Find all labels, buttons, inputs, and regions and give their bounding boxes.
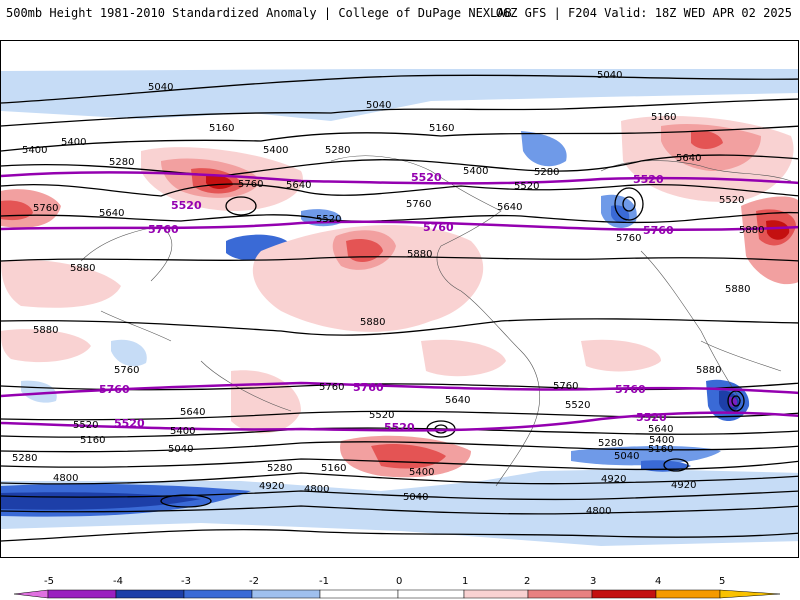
svg-text:4920: 4920	[671, 480, 696, 491]
svg-text:5280: 5280	[12, 453, 37, 464]
svg-text:5760: 5760	[319, 382, 344, 393]
svg-text:1: 1	[462, 576, 468, 587]
svg-text:-1: -1	[319, 576, 329, 587]
svg-text:5280: 5280	[598, 438, 623, 449]
svg-text:4: 4	[655, 576, 661, 587]
svg-text:-2: -2	[249, 576, 259, 587]
svg-text:5280: 5280	[534, 167, 559, 178]
svg-text:-3: -3	[181, 576, 191, 587]
svg-text:5640: 5640	[497, 202, 522, 213]
svg-text:5520: 5520	[73, 420, 98, 431]
svg-text:5640: 5640	[676, 153, 701, 164]
svg-text:5640: 5640	[445, 395, 470, 406]
svg-text:5880: 5880	[407, 249, 432, 260]
svg-text:5760: 5760	[553, 381, 578, 392]
svg-text:5880: 5880	[739, 225, 764, 236]
svg-text:5520: 5520	[514, 181, 539, 192]
svg-text:5760: 5760	[423, 221, 454, 234]
svg-text:5520: 5520	[316, 214, 341, 225]
svg-text:5160: 5160	[321, 463, 346, 474]
svg-text:5160: 5160	[80, 435, 105, 446]
svg-text:-4: -4	[113, 576, 123, 587]
svg-text:4800: 4800	[53, 473, 78, 484]
map-canvas: 5040 5040 5040 5160 5160 5160 5400 5400 …	[1, 69, 798, 546]
svg-text:5520: 5520	[565, 400, 590, 411]
svg-text:5040: 5040	[614, 451, 639, 462]
svg-text:5160: 5160	[209, 123, 234, 134]
svg-text:4800: 4800	[586, 506, 611, 517]
svg-text:5040: 5040	[403, 492, 428, 503]
svg-text:5640: 5640	[286, 180, 311, 191]
model-run-label: 06Z GFS | F204 Valid: 18Z WED APR 02 202…	[495, 6, 792, 20]
svg-text:5880: 5880	[696, 365, 721, 376]
svg-text:5160: 5160	[429, 123, 454, 134]
svg-text:5520: 5520	[171, 199, 202, 212]
svg-text:5520: 5520	[636, 411, 667, 424]
svg-text:5760: 5760	[615, 383, 646, 396]
svg-text:5760: 5760	[406, 199, 431, 210]
svg-text:5040: 5040	[148, 82, 173, 93]
svg-text:5520: 5520	[633, 173, 664, 186]
svg-text:4920: 4920	[601, 474, 626, 485]
svg-text:5520: 5520	[719, 195, 744, 206]
svg-text:5: 5	[719, 576, 725, 587]
svg-text:5760: 5760	[99, 383, 130, 396]
svg-text:5880: 5880	[70, 263, 95, 274]
svg-text:5400: 5400	[61, 137, 86, 148]
svg-text:5400: 5400	[409, 467, 434, 478]
svg-text:5280: 5280	[267, 463, 292, 474]
climatology-contours	[1, 171, 798, 432]
svg-text:5280: 5280	[109, 157, 134, 168]
svg-text:5400: 5400	[22, 145, 47, 156]
positive-anomaly-shading	[1, 116, 798, 478]
svg-text:3: 3	[590, 576, 596, 587]
svg-text:5160: 5160	[648, 444, 673, 455]
colorbar-segments	[13, 589, 781, 599]
svg-text:5400: 5400	[463, 166, 488, 177]
svg-text:4920: 4920	[259, 481, 284, 492]
svg-text:0: 0	[396, 576, 402, 587]
svg-text:5880: 5880	[360, 317, 385, 328]
svg-text:5400: 5400	[649, 435, 674, 446]
svg-text:5640: 5640	[99, 208, 124, 219]
svg-text:5760: 5760	[148, 223, 179, 236]
svg-text:5520: 5520	[411, 171, 442, 184]
colorbar-tick-labels: -5 -4 -3 -2 -1 0 1 2 3 4 5	[44, 576, 725, 587]
anomaly-colorbar: -5 -4 -3 -2 -1 0 1 2 3 4 5	[13, 576, 781, 599]
svg-text:5760: 5760	[33, 203, 58, 214]
svg-text:5160: 5160	[651, 112, 676, 123]
svg-text:5520: 5520	[369, 410, 394, 421]
svg-text:5400: 5400	[263, 145, 288, 156]
svg-text:5760: 5760	[238, 179, 263, 190]
anomaly-map: 5040 5040 5040 5160 5160 5160 5400 5400 …	[0, 40, 799, 558]
svg-text:5760: 5760	[616, 233, 641, 244]
svg-text:5760: 5760	[114, 365, 139, 376]
svg-text:5880: 5880	[725, 284, 750, 295]
svg-text:5760: 5760	[643, 224, 674, 237]
height-contour-labels: 5040 5040 5040 5160 5160 5160 5400 5400 …	[12, 70, 764, 517]
svg-text:5640: 5640	[180, 407, 205, 418]
svg-text:5880: 5880	[33, 325, 58, 336]
svg-text:5040: 5040	[366, 100, 391, 111]
svg-text:5640: 5640	[648, 424, 673, 435]
svg-text:2: 2	[524, 576, 530, 587]
svg-text:5040: 5040	[597, 70, 622, 81]
svg-text:-5: -5	[44, 576, 54, 587]
negative-anomaly-shading	[1, 69, 798, 546]
map-title: 500mb Height 1981-2010 Standardized Anom…	[6, 6, 512, 20]
svg-text:4800: 4800	[304, 484, 329, 495]
svg-text:5760: 5760	[353, 381, 384, 394]
svg-text:5520: 5520	[384, 421, 415, 434]
svg-text:5040: 5040	[168, 444, 193, 455]
svg-text:5520: 5520	[114, 417, 145, 430]
climatology-contour-labels: 5520 5520 5520 5760 5760 5760 5760 5760 …	[99, 171, 674, 434]
svg-text:5280: 5280	[325, 145, 350, 156]
svg-text:5400: 5400	[170, 426, 195, 437]
